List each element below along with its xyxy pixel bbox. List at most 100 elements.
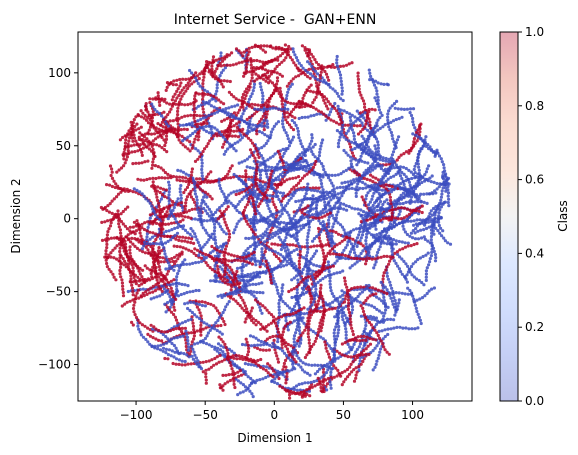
point-class-0: [400, 116, 403, 119]
point-class-1: [160, 273, 163, 276]
point-class-0: [418, 279, 421, 282]
point-class-0: [295, 56, 298, 59]
point-class-0: [430, 148, 433, 151]
point-class-1: [177, 129, 180, 132]
point-class-1: [283, 362, 286, 365]
point-class-1: [124, 141, 127, 144]
point-class-1: [119, 138, 122, 141]
point-class-1: [388, 184, 391, 187]
point-class-1: [273, 243, 276, 246]
point-class-0: [281, 286, 284, 289]
point-class-0: [413, 300, 416, 303]
point-class-1: [312, 245, 315, 248]
point-class-1: [219, 354, 222, 357]
point-class-1: [323, 390, 326, 393]
point-class-1: [139, 231, 142, 234]
point-class-1: [300, 105, 303, 108]
point-class-0: [296, 325, 299, 328]
point-class-1: [364, 262, 367, 265]
point-class-0: [397, 199, 400, 202]
point-class-1: [284, 43, 287, 46]
point-class-1: [139, 235, 142, 238]
point-class-0: [401, 292, 404, 295]
point-class-1: [222, 320, 225, 323]
point-class-0: [433, 286, 436, 289]
point-class-1: [224, 248, 227, 251]
point-class-0: [391, 250, 394, 253]
point-class-1: [148, 113, 151, 116]
point-class-1: [140, 109, 143, 112]
point-class-0: [389, 327, 392, 330]
point-class-0: [347, 139, 350, 142]
point-class-0: [333, 191, 336, 194]
point-class-0: [179, 184, 182, 187]
point-class-0: [306, 269, 309, 272]
point-class-1: [258, 60, 261, 63]
point-class-1: [401, 247, 404, 250]
point-class-0: [404, 241, 407, 244]
point-class-1: [125, 135, 128, 138]
point-class-0: [310, 133, 313, 136]
point-class-1: [288, 397, 291, 400]
point-class-0: [375, 344, 378, 347]
point-class-0: [202, 116, 205, 119]
point-class-0: [319, 179, 322, 182]
point-class-1: [317, 299, 320, 302]
point-class-0: [398, 240, 401, 243]
point-class-1: [183, 115, 186, 118]
point-class-0: [332, 184, 335, 187]
point-class-0: [191, 230, 194, 233]
point-class-1: [357, 72, 360, 75]
point-class-0: [376, 251, 379, 254]
point-class-0: [392, 220, 395, 223]
point-class-0: [327, 235, 330, 238]
point-class-1: [229, 283, 232, 286]
point-class-0: [280, 297, 283, 300]
point-class-0: [312, 153, 315, 156]
point-class-0: [292, 136, 295, 139]
point-class-1: [144, 105, 147, 108]
point-class-1: [110, 237, 113, 240]
point-class-1: [343, 370, 346, 373]
point-class-1: [197, 308, 200, 311]
point-class-1: [133, 298, 136, 301]
point-class-0: [269, 134, 272, 137]
point-class-0: [236, 267, 239, 270]
point-class-1: [298, 100, 301, 103]
point-class-1: [188, 192, 191, 195]
point-class-0: [176, 324, 179, 327]
point-class-1: [129, 255, 132, 258]
point-class-0: [414, 304, 417, 307]
point-class-0: [176, 290, 179, 293]
point-class-1: [174, 316, 177, 319]
point-class-1: [255, 78, 258, 81]
point-class-1: [135, 316, 138, 319]
point-class-0: [430, 238, 433, 241]
point-class-0: [322, 188, 325, 191]
point-class-1: [103, 220, 106, 223]
point-class-0: [298, 345, 301, 348]
point-class-0: [307, 232, 310, 235]
point-class-0: [168, 229, 171, 232]
point-class-0: [382, 83, 385, 86]
point-class-0: [260, 312, 263, 315]
point-class-1: [293, 116, 296, 119]
point-class-1: [170, 287, 173, 290]
point-class-1: [143, 160, 146, 163]
point-class-0: [301, 188, 304, 191]
point-class-1: [183, 211, 186, 214]
point-class-0: [261, 189, 264, 192]
point-class-0: [432, 233, 435, 236]
point-class-0: [351, 305, 354, 308]
point-class-1: [371, 286, 374, 289]
point-class-1: [151, 164, 154, 167]
point-class-0: [201, 304, 204, 307]
point-class-0: [277, 292, 280, 295]
point-class-0: [235, 209, 238, 212]
point-class-1: [357, 78, 360, 81]
point-class-0: [423, 180, 426, 183]
point-class-0: [397, 301, 400, 304]
point-class-0: [410, 232, 413, 235]
point-class-0: [204, 203, 207, 206]
point-class-0: [407, 242, 410, 245]
